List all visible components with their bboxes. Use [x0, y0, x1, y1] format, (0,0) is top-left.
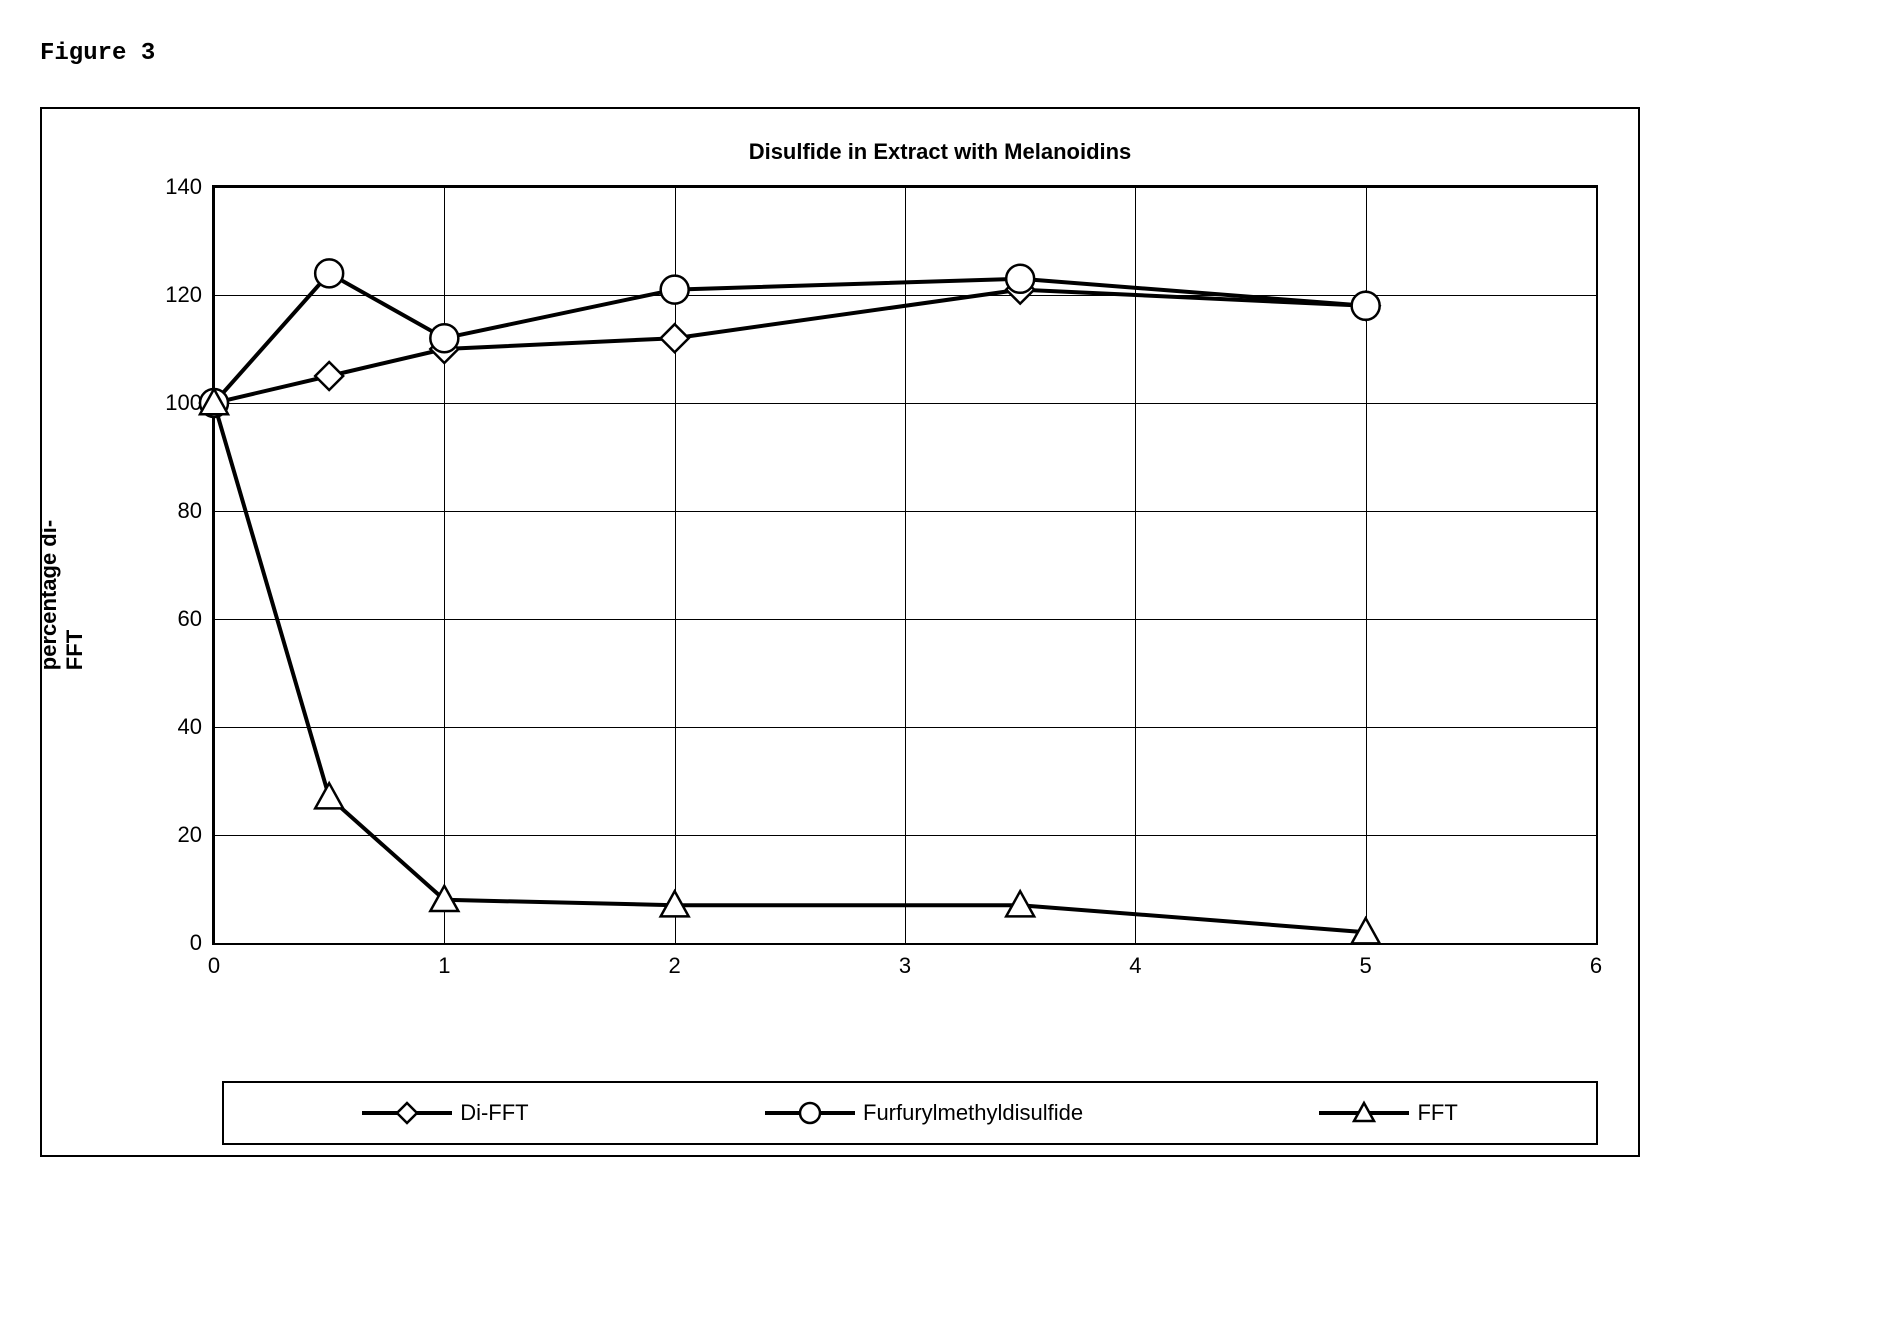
- y-tick-label: 80: [178, 498, 214, 524]
- marker-triangle: [1006, 891, 1034, 916]
- legend-marker-icon: [362, 1098, 452, 1128]
- legend-item: FFT: [1319, 1098, 1457, 1128]
- chart-title: Disulfide in Extract with Melanoidins: [272, 139, 1608, 165]
- plot-wrapper: percentage di-FFT 0204060801001201400123…: [72, 185, 1608, 1005]
- x-tick-label: 3: [899, 943, 911, 979]
- legend-item: Di-FFT: [362, 1098, 528, 1128]
- legend-label: FFT: [1417, 1100, 1457, 1126]
- legend-label: Furfurylmethyldisulfide: [863, 1100, 1083, 1126]
- markers-svg: [214, 187, 1596, 943]
- y-tick-label: 140: [165, 174, 214, 200]
- y-tick-label: 120: [165, 282, 214, 308]
- x-tick-label: 1: [438, 943, 450, 979]
- x-tick-label: 0: [208, 943, 220, 979]
- marker-diamond: [315, 362, 343, 390]
- plot-area: 0204060801001201400123456: [212, 185, 1598, 945]
- y-tick-label: 40: [178, 714, 214, 740]
- legend-marker-icon: [1319, 1098, 1409, 1128]
- y-axis-label: percentage di-FFT: [36, 520, 88, 670]
- marker-diamond: [661, 324, 689, 352]
- x-tick-label: 6: [1590, 943, 1602, 979]
- x-tick-label: 2: [669, 943, 681, 979]
- marker-circle: [661, 276, 689, 304]
- marker-circle: [430, 324, 458, 352]
- x-tick-label: 4: [1129, 943, 1141, 979]
- marker-triangle: [661, 891, 689, 916]
- legend-label: Di-FFT: [460, 1100, 528, 1126]
- marker-triangle: [315, 783, 343, 808]
- marker-triangle: [1352, 918, 1380, 943]
- marker-circle: [315, 259, 343, 287]
- marker-circle: [1006, 265, 1034, 293]
- legend-marker-icon: [765, 1098, 855, 1128]
- chart-container: Disulfide in Extract with Melanoidins pe…: [40, 107, 1640, 1157]
- marker-circle: [1352, 292, 1380, 320]
- y-tick-label: 60: [178, 606, 214, 632]
- x-tick-label: 5: [1360, 943, 1372, 979]
- legend-item: Furfurylmethyldisulfide: [765, 1098, 1083, 1128]
- y-tick-label: 20: [178, 822, 214, 848]
- figure-label: Figure 3: [40, 40, 1853, 67]
- legend: Di-FFT Furfurylmethyldisulfide FFT: [222, 1081, 1598, 1145]
- gridline-v: [1596, 187, 1597, 943]
- marker-triangle: [430, 886, 458, 911]
